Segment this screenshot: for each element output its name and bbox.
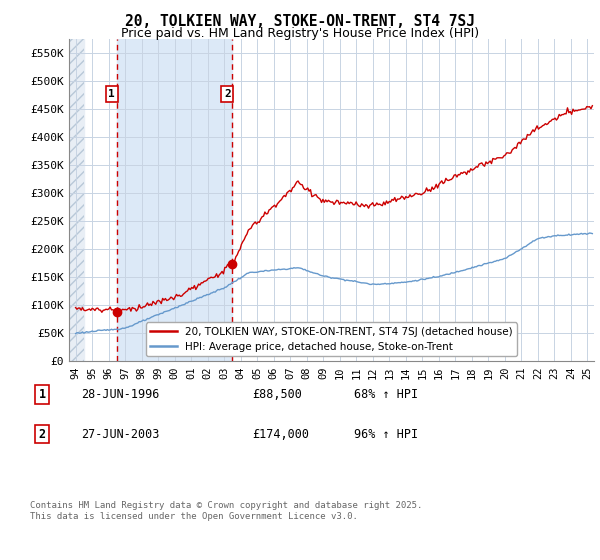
Text: £174,000: £174,000 — [252, 427, 309, 441]
Text: 96% ↑ HPI: 96% ↑ HPI — [354, 427, 418, 441]
Text: Price paid vs. HM Land Registry's House Price Index (HPI): Price paid vs. HM Land Registry's House … — [121, 27, 479, 40]
Text: 27-JUN-2003: 27-JUN-2003 — [81, 427, 160, 441]
Bar — [117, 39, 232, 361]
Text: 68% ↑ HPI: 68% ↑ HPI — [354, 388, 418, 402]
Text: 28-JUN-1996: 28-JUN-1996 — [81, 388, 160, 402]
Text: 2: 2 — [38, 427, 46, 441]
Text: 2: 2 — [224, 89, 231, 99]
Text: 20, TOLKIEN WAY, STOKE-ON-TRENT, ST4 7SJ: 20, TOLKIEN WAY, STOKE-ON-TRENT, ST4 7SJ — [125, 14, 475, 29]
Bar — [69, 39, 84, 361]
Bar — [69, 39, 84, 361]
Text: 1: 1 — [109, 89, 115, 99]
Text: £88,500: £88,500 — [252, 388, 302, 402]
Legend: 20, TOLKIEN WAY, STOKE-ON-TRENT, ST4 7SJ (detached house), HPI: Average price, d: 20, TOLKIEN WAY, STOKE-ON-TRENT, ST4 7SJ… — [146, 323, 517, 356]
Text: 1: 1 — [38, 388, 46, 402]
Text: Contains HM Land Registry data © Crown copyright and database right 2025.
This d: Contains HM Land Registry data © Crown c… — [30, 501, 422, 521]
